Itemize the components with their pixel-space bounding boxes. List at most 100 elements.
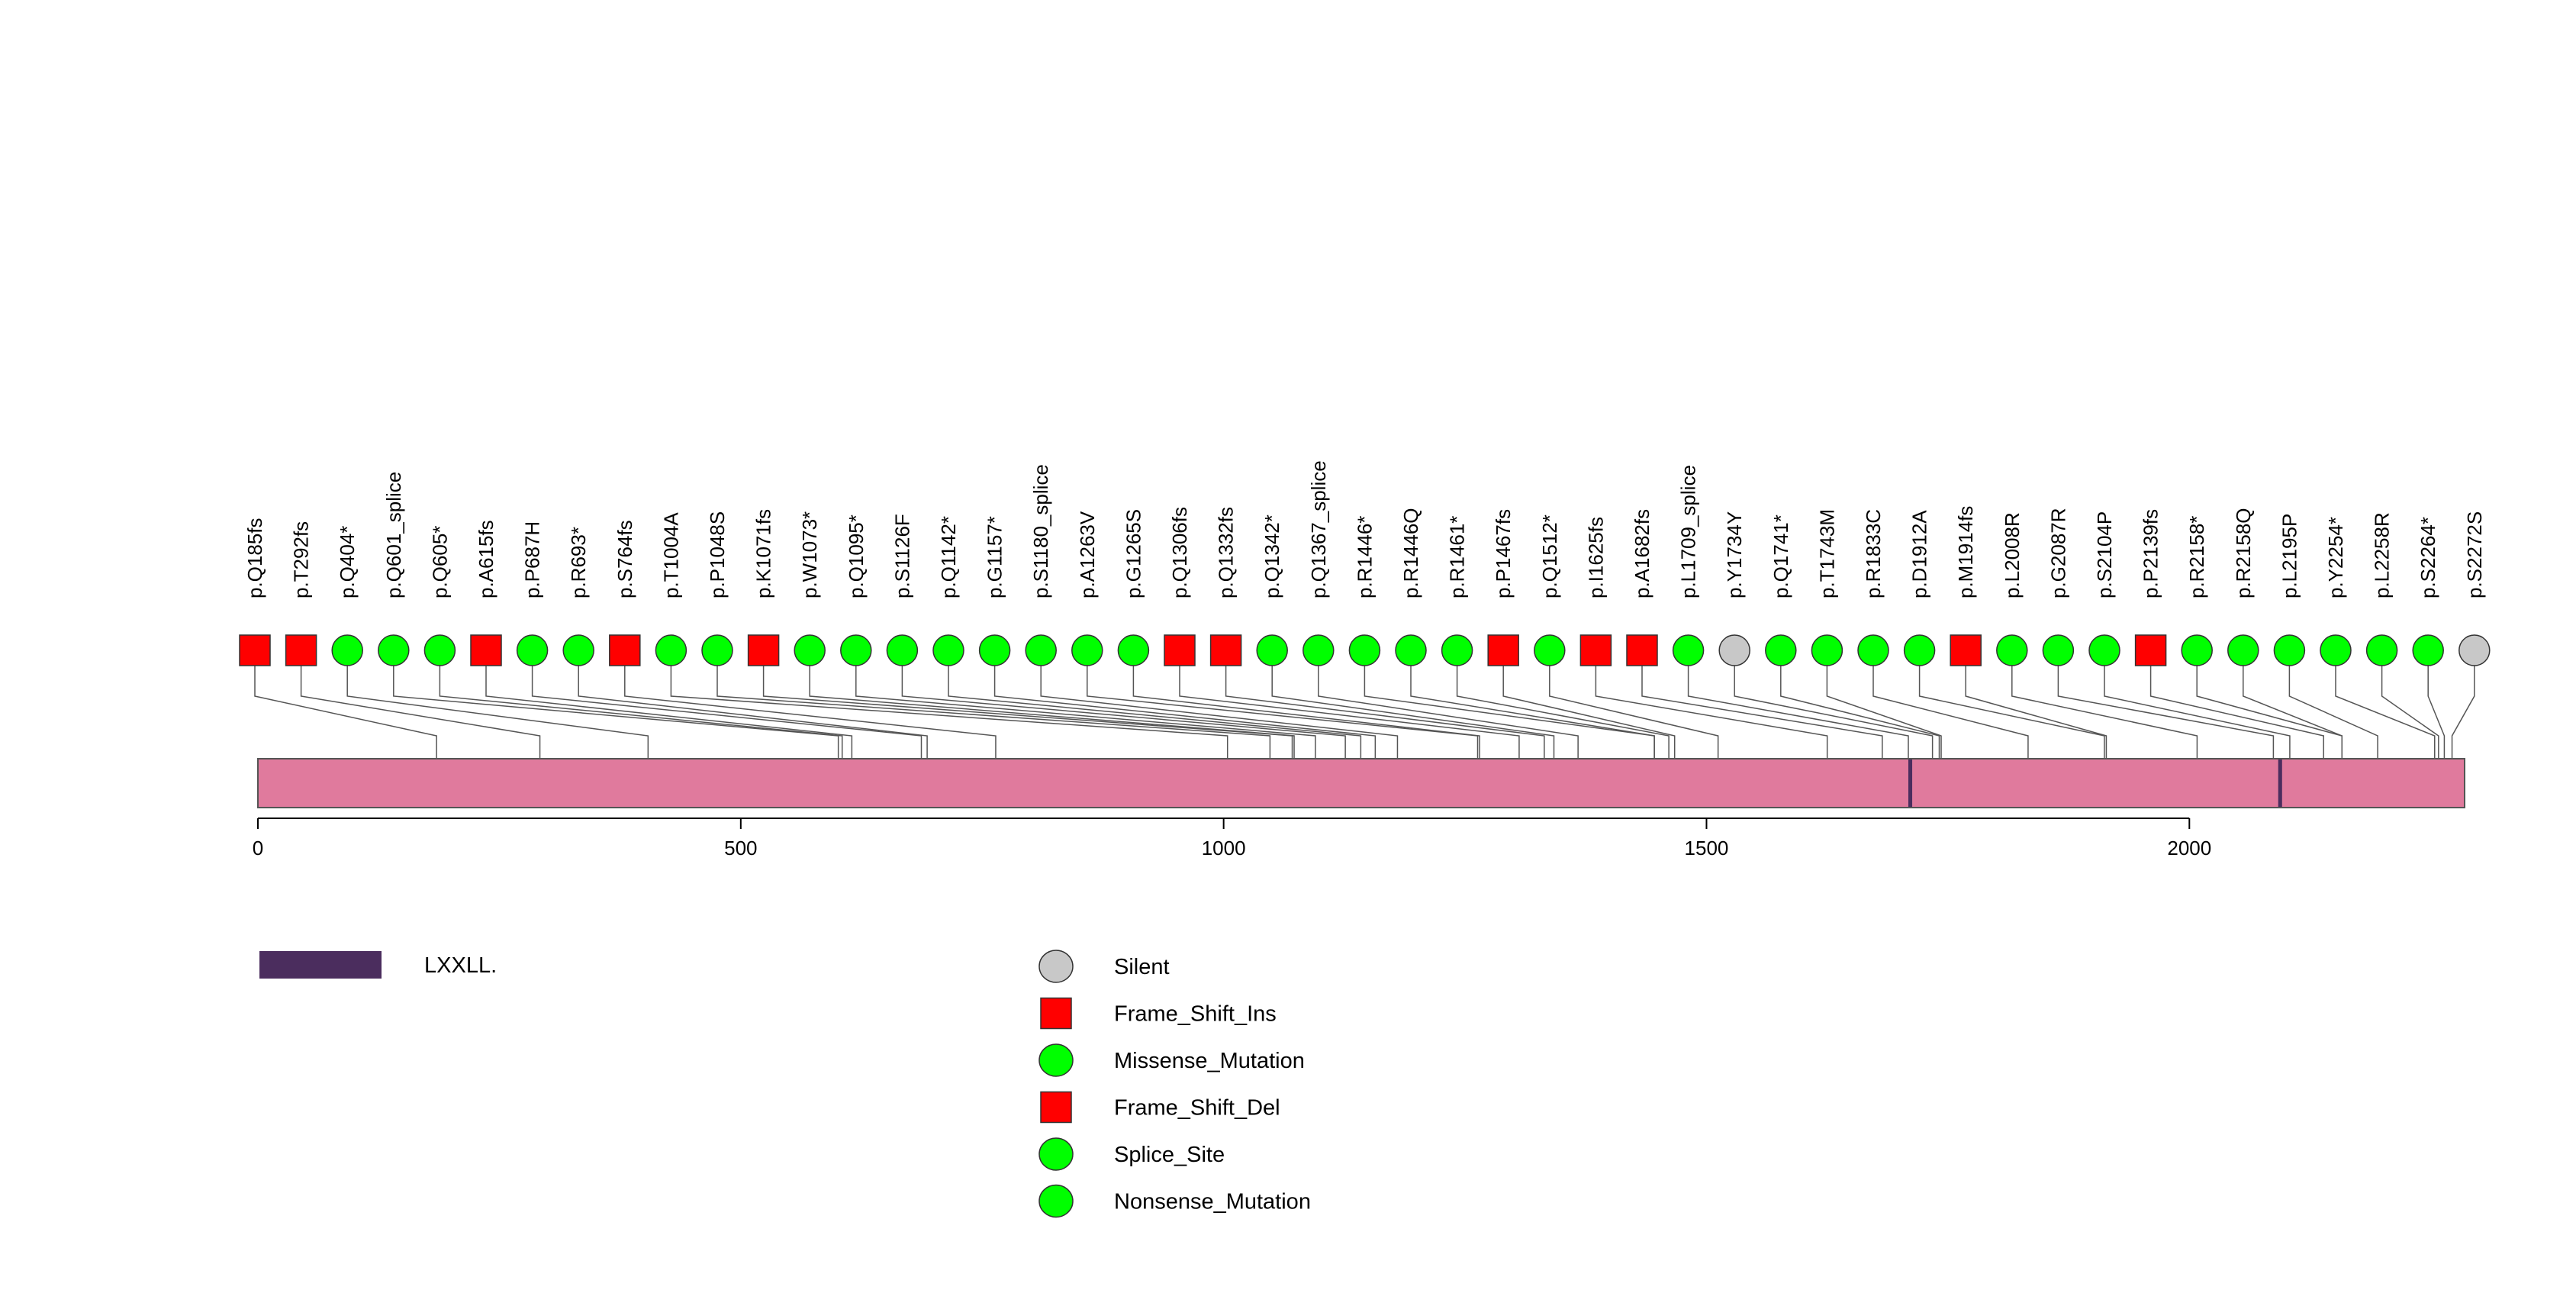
mutation-marker-frame-shift-del[interactable] — [1626, 634, 1658, 666]
mutation-marker-nonsense-mutation[interactable] — [331, 634, 363, 666]
mutation-connector — [2011, 666, 2198, 759]
mutation-connector — [1826, 666, 1942, 759]
mutation-marker-nonsense-mutation[interactable] — [978, 634, 1011, 666]
mutation-marker-silent[interactable] — [2458, 634, 2491, 666]
mutation-marker-frame-shift-del[interactable] — [609, 634, 641, 666]
mutation-connector — [2243, 666, 2343, 759]
mutation-label: p.L2258R — [2371, 512, 2394, 598]
mutation-connector — [1502, 666, 1676, 759]
mutation-marker-missense-mutation[interactable] — [1395, 634, 1427, 666]
mutation-marker-frame-shift-del[interactable] — [285, 634, 317, 666]
mutation-label: p.Q1512* — [1538, 514, 1561, 598]
mutation-connector — [2149, 666, 2324, 759]
mutation-marker-nonsense-mutation[interactable] — [794, 634, 826, 666]
mutation-marker-missense-mutation[interactable] — [2273, 634, 2306, 666]
legend-type-label: Silent — [1114, 955, 1170, 979]
mutation-connector — [1595, 666, 1828, 759]
mutation-connector — [439, 666, 843, 759]
mutation-connector — [2104, 666, 2291, 759]
mutation-marker-splice-site[interactable] — [1302, 634, 1335, 666]
mutation-marker-nonsense-mutation[interactable] — [562, 634, 594, 666]
mutation-marker-missense-mutation[interactable] — [655, 634, 687, 666]
mutation-marker-missense-mutation[interactable] — [1117, 634, 1150, 666]
mutation-marker-missense-mutation[interactable] — [1903, 634, 1936, 666]
mutation-label: p.Q601_splice — [382, 472, 405, 598]
mutation-marker-frame-shift-del[interactable] — [2134, 634, 2167, 666]
mutation-marker-frame-shift-del[interactable] — [239, 634, 271, 666]
mutation-connector — [578, 666, 928, 759]
mutation-label: p.G1265S — [1122, 509, 1145, 598]
mutation-marker-missense-mutation[interactable] — [886, 634, 919, 666]
mutation-label: p.S764fs — [613, 520, 636, 598]
mutation-marker-frame-shift-del[interactable] — [1209, 634, 1242, 666]
mutation-connector — [2427, 666, 2446, 759]
mutation-marker-nonsense-mutation[interactable] — [2181, 634, 2213, 666]
mutation-connector — [1318, 666, 1579, 759]
legend-type-label: Frame_Shift_Ins — [1114, 1002, 1277, 1027]
mutation-marker-missense-mutation[interactable] — [2365, 634, 2398, 666]
mutation-marker-nonsense-mutation[interactable] — [840, 634, 872, 666]
mutation-label: p.Y2254* — [2324, 517, 2347, 598]
mutation-label: p.L2195P — [2278, 514, 2301, 598]
mutation-label: p.Q1142* — [937, 516, 960, 598]
mutation-label: p.S1126F — [890, 514, 913, 598]
x-tick-label: 2000 — [2167, 837, 2211, 859]
mutation-marker-silent[interactable] — [1718, 634, 1750, 666]
mutation-labels: p.Q185fs p.T292fs p.Q404* p.Q601_splice p.Q6… — [243, 460, 2486, 598]
mutation-label: p.Q1332fs — [1215, 507, 1238, 598]
mutation-marker-nonsense-mutation[interactable] — [1765, 634, 1797, 666]
mutation-label: p.P687H — [521, 521, 544, 598]
mutation-connector — [2381, 666, 2439, 759]
mutation-marker-frame-shift-ins[interactable] — [470, 634, 502, 666]
mutation-marker-splice-site[interactable] — [1025, 634, 1057, 666]
legend-domain-label: LXXLL. — [424, 953, 497, 978]
mutation-marker-missense-mutation[interactable] — [2042, 634, 2075, 666]
mutation-marker-missense-mutation[interactable] — [1071, 634, 1103, 666]
mutation-connector — [901, 666, 1346, 759]
legend-circle-swatch — [1038, 1043, 1074, 1077]
mutation-connector — [762, 666, 1293, 759]
mutation-marker-missense-mutation[interactable] — [516, 634, 549, 666]
mutation-marker-nonsense-mutation[interactable] — [2320, 634, 2352, 666]
mutation-marker-missense-mutation[interactable] — [701, 634, 733, 666]
mutation-label: p.S2264* — [2417, 517, 2439, 598]
mutation-marker-missense-mutation[interactable] — [2088, 634, 2120, 666]
mutation-label: p.Q1306fs — [1168, 507, 1191, 598]
legend-circle-swatch — [1038, 1184, 1074, 1218]
legend-circle-swatch — [1038, 950, 1074, 983]
mutation-label: p.R2158Q — [2232, 508, 2255, 598]
mutation-label: p.W1073* — [798, 511, 821, 598]
mutation-label: p.Q605* — [428, 526, 451, 598]
mutation-marker-nonsense-mutation[interactable] — [1348, 634, 1381, 666]
mutation-marker-splice-site[interactable] — [1672, 634, 1705, 666]
mutation-connector — [809, 666, 1295, 759]
mutation-marker-missense-mutation[interactable] — [1857, 634, 1889, 666]
mutation-marker-frame-shift-del[interactable] — [1579, 634, 1612, 666]
mutation-marker-frame-shift-del[interactable] — [1950, 634, 1982, 666]
mutation-connector — [1734, 666, 1934, 759]
x-tick-label: 500 — [724, 837, 757, 859]
mutation-marker-nonsense-mutation[interactable] — [423, 634, 456, 666]
mutation-marker-splice-site[interactable] — [378, 634, 410, 666]
mutation-connector — [2288, 666, 2378, 759]
mutation-label: p.P2139fs — [2140, 509, 2162, 598]
mutation-marker-missense-mutation[interactable] — [1996, 634, 2028, 666]
mutation-marker-missense-mutation[interactable] — [2227, 634, 2259, 666]
mutation-marker-frame-shift-del[interactable] — [1487, 634, 1519, 666]
mutation-marker-nonsense-mutation[interactable] — [932, 634, 964, 666]
mutation-connector — [1225, 666, 1545, 759]
mutation-connector — [948, 666, 1362, 759]
mutation-connector — [1549, 666, 1719, 759]
mutation-marker-nonsense-mutation[interactable] — [2412, 634, 2444, 666]
mutation-marker-frame-shift-del[interactable] — [1164, 634, 1196, 666]
mutation-marker-missense-mutation[interactable] — [1811, 634, 1843, 666]
mutation-label: p.A1682fs — [1631, 509, 1653, 598]
mutation-marker-nonsense-mutation[interactable] — [1256, 634, 1288, 666]
mutation-connector — [993, 666, 1377, 759]
mutation-marker-nonsense-mutation[interactable] — [1534, 634, 1566, 666]
mutation-connector — [1965, 666, 2107, 759]
mutation-label: p.G2087R — [2046, 508, 2069, 598]
mutation-marker-frame-shift-del[interactable] — [747, 634, 780, 666]
mutation-marker-nonsense-mutation[interactable] — [1441, 634, 1473, 666]
mutation-label: p.L1709_splice — [1677, 465, 1700, 598]
